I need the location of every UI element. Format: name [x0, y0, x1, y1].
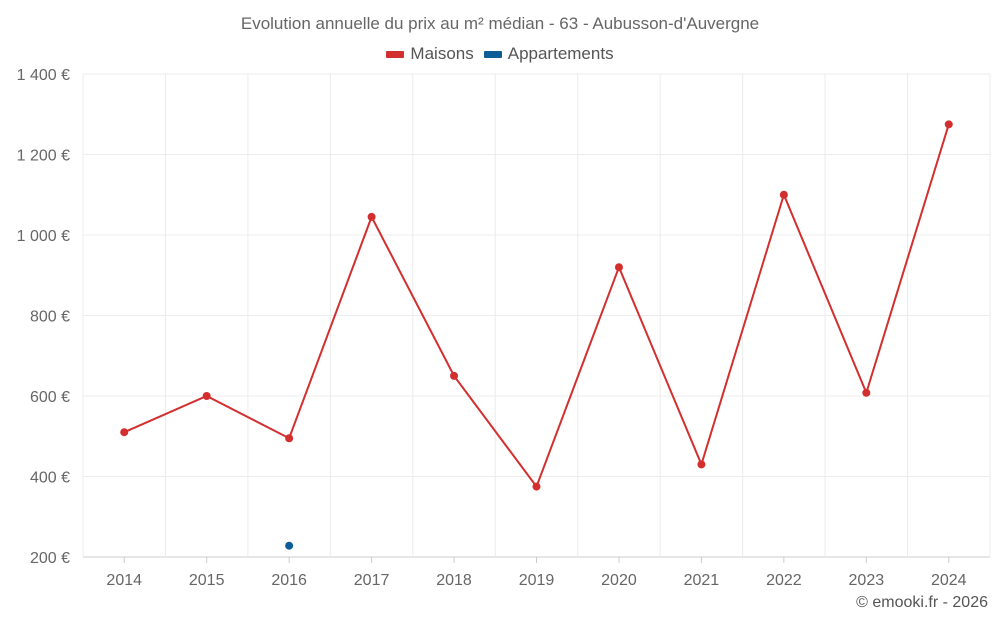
legend-swatch-maisons	[386, 50, 405, 58]
data-point-maisons[interactable]	[450, 371, 459, 380]
data-point-maisons[interactable]	[697, 460, 706, 469]
legend-label-maisons: Maisons	[410, 44, 474, 63]
x-tick-label: 2019	[519, 572, 555, 589]
y-axis: 200 € 400 € 600 € 800 € 1 000 € 1 200 € 1 400 …	[17, 67, 70, 567]
legend-swatch-appartements	[483, 50, 502, 58]
data-point-maisons[interactable]	[202, 392, 211, 400]
data-point-maisons[interactable]	[614, 263, 623, 272]
legend: Maisons Appartements	[0, 44, 1000, 64]
x-tick-label: 2024	[931, 572, 967, 589]
y-tick-label: 1 200 €	[17, 148, 70, 165]
data-point-maisons[interactable]	[367, 212, 376, 221]
y-tick-label: 800 €	[30, 309, 70, 326]
data-point-maisons[interactable]	[285, 434, 294, 443]
chart-title: Evolution annuelle du prix au m² médian …	[240, 14, 760, 33]
y-tick-label: 600 €	[30, 389, 70, 406]
data-point-maisons[interactable]	[862, 388, 871, 397]
data-point-maisons[interactable]	[779, 190, 788, 199]
data-point-maisons[interactable]	[944, 120, 953, 129]
grid	[82, 73, 991, 558]
legend-label-appartements: Appartements	[507, 44, 614, 63]
data-point-maisons[interactable]	[532, 482, 541, 491]
x-tick-label: 2015	[189, 572, 225, 589]
data-point-maisons[interactable]	[120, 428, 129, 437]
y-tick-label: 1 000 €	[17, 228, 70, 245]
x-tick-label: 2014	[106, 572, 142, 589]
data-point-appartements[interactable]	[285, 541, 294, 550]
x-tick-label: 2020	[601, 572, 637, 589]
series-layer	[120, 120, 953, 550]
x-tick-label: 2017	[354, 572, 390, 589]
footer-credit: © emooki.fr - 2026	[856, 594, 988, 611]
x-tick-label: 2021	[684, 572, 720, 589]
x-tick-label: 2023	[849, 572, 885, 589]
y-tick-label: 1 400 €	[17, 67, 70, 84]
legend-item-maisons[interactable]: Maisons	[386, 44, 474, 64]
legend-item-appartements[interactable]: Appartements	[483, 44, 614, 64]
x-tick-label: 2016	[271, 572, 307, 589]
x-tick-label: 2018	[436, 572, 472, 589]
x-tick-label: 2022	[766, 572, 802, 589]
x-axis: 2014 2015 2016 2017 2018 2019 2020 2021 2022 2023…	[106, 557, 967, 589]
y-tick-label: 400 €	[30, 470, 70, 487]
y-tick-label: 200 €	[30, 550, 70, 567]
